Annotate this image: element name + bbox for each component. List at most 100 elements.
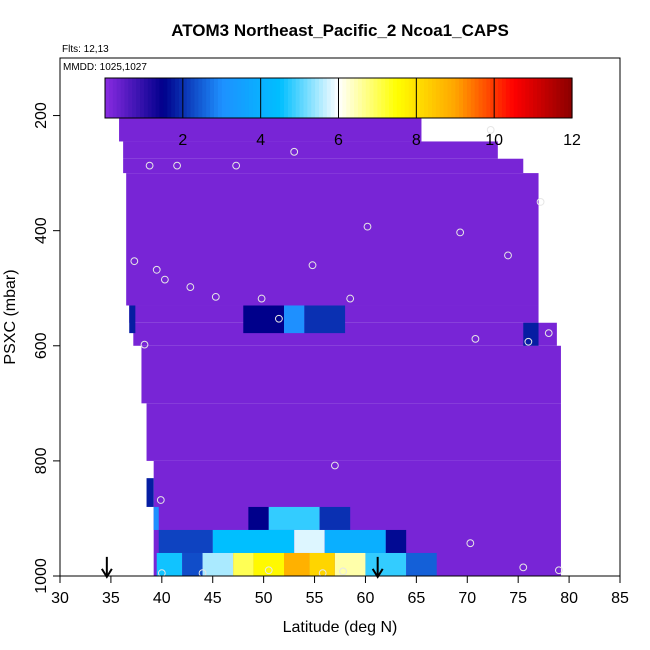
heatmap-cell [248,506,269,530]
colorbar-cell [354,78,359,118]
sample-point [156,496,165,504]
heatmap-cell [406,552,437,576]
colorbar-cell [233,78,238,118]
colorbar-gradient [105,78,573,118]
heatmap-cell [243,576,274,582]
sample-point [536,197,545,206]
y-tick-label: 1000 [33,558,50,594]
sample-point [346,294,355,303]
heatmap-cell [284,552,310,576]
x-tick-label: 50 [255,590,273,607]
colorbar-cell [326,78,332,118]
colorbar-cell [365,78,371,118]
heatmap-layer [119,95,561,582]
sample-point [130,257,139,266]
colorbar-cell [521,78,526,118]
colorbar-cell [420,78,425,118]
colorbar-cell [206,78,211,118]
colorbar-cell [373,78,379,118]
colorbar-cell [264,78,270,118]
heatmap-cell [182,552,203,576]
sample-point [211,292,220,301]
heatmap-cell [350,576,375,582]
colorbar-cell [552,78,558,118]
colorbar: 2 4 6 8 10 12 [104,77,581,149]
colorbar-tick-label: 10 [485,132,503,149]
x-tick-label: 75 [509,590,527,607]
colorbar-cell [564,78,569,118]
colorbar-cell [291,78,297,118]
colorbar-cell [389,78,394,118]
heatmap-cell [133,322,557,346]
colorbar-cell [213,78,219,118]
colorbar-cell [245,78,250,118]
x-tick-label: 35 [102,590,120,607]
colorbar-cell [108,78,114,118]
heatmap-cell [324,529,386,553]
heatmap-cell [253,552,284,576]
colorbar-cell [509,78,515,118]
colorbar-cell [451,78,456,118]
heatmap-cell [309,552,335,576]
flights-label: Flts: 12,13 [62,44,109,55]
colorbar-cell [151,78,157,118]
arrow-layer [100,556,384,579]
colorbar-cell [474,78,480,118]
x-axis: 30 35 40 45 50 55 60 65 70 75 80 85 [51,576,629,607]
x-tick-label: 80 [560,590,578,607]
colorbar-cell [533,78,538,118]
colorbar-cell [171,78,176,118]
colorbar-cell [248,78,254,118]
x-tick-label: 65 [407,590,425,607]
heatmap-cell [153,506,159,530]
colorbar-cell [319,78,324,118]
colorbar-cell [350,78,355,118]
heatmap-cell [146,403,561,461]
x-tick-label: 40 [153,590,171,607]
sample-point [504,251,512,260]
colorbar-cell [217,78,223,118]
colorbar-cell [175,78,180,118]
sample-point [145,161,154,170]
colorbar-cell [404,78,410,118]
colorbar-cell [342,78,347,118]
colorbar-cell [116,78,122,118]
x-tick-label: 45 [204,590,222,607]
heatmap-cell [406,576,467,582]
colorbar-cell [544,78,550,118]
colorbar-cell [210,78,215,118]
colorbar-cell [155,78,161,118]
sample-point [186,283,195,291]
heatmap-cell [126,173,539,306]
sample-point [140,340,149,349]
heatmap-cell [309,576,329,582]
sample-point [173,161,181,170]
sample-point [519,563,528,572]
down-arrow-icon [371,556,384,579]
colorbar-cell [284,78,289,118]
colorbar-cell [186,78,192,118]
y-axis: 200 400 600 800 1000 [33,102,60,594]
x-tick-label: 60 [357,590,375,607]
colorbar-cell [143,78,149,118]
heatmap-cell [202,552,234,576]
colorbar-cell [136,78,141,118]
colorbar-cell [315,78,320,118]
colorbar-cell [482,78,487,118]
colorbar-cell [385,78,390,118]
sample-point [232,161,241,170]
chart-title: ATOM3 Northeast_Pacific_2 Ncoa1_CAPS [171,21,509,40]
heatmap-cell [284,305,305,334]
x-tick-label: 70 [458,590,476,607]
sample-point [456,228,465,237]
colorbar-cell [167,78,172,118]
y-axis-label: PSXC (mbar) [2,269,19,364]
heatmap-cell [365,552,407,576]
sample-point [486,126,495,134]
y-tick-label: 800 [33,447,50,474]
colorbar-cell [357,78,363,118]
colorbar-cell [178,78,184,118]
x-tick-label: 85 [611,590,629,607]
colorbar-cell [159,78,164,118]
sample-point [331,461,339,470]
